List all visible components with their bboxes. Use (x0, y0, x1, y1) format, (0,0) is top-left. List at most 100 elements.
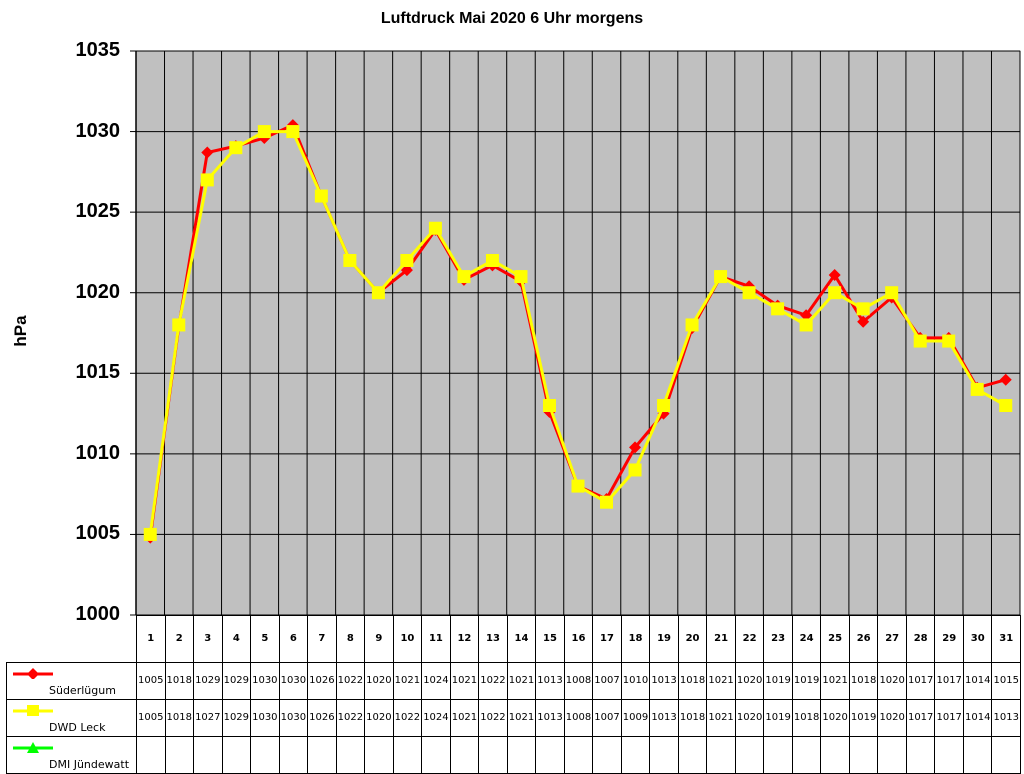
value-cell: 1022 (335, 661, 366, 700)
value-cell (449, 735, 480, 774)
value-cell (421, 735, 451, 774)
square-marker (172, 318, 186, 332)
square-marker (542, 399, 556, 413)
day-header: 26 (848, 615, 879, 663)
diamond-marker (629, 441, 642, 454)
legend-label: DMI Jündewatt (49, 757, 130, 771)
value-cell: 1013 (649, 661, 679, 700)
value-cell: 1008 (563, 698, 594, 737)
value-cell: 1021 (449, 698, 480, 737)
square-marker (229, 141, 243, 155)
value-cell: 1018 (848, 661, 879, 700)
value-cell: 1024 (421, 661, 451, 700)
value-cell: 1020 (820, 698, 850, 737)
value-cell (991, 735, 1021, 774)
day-header: 10 (392, 615, 423, 663)
square-marker (485, 253, 499, 267)
value-cell (164, 735, 195, 774)
value-cell (649, 735, 679, 774)
value-cell (478, 735, 508, 774)
square-marker (771, 302, 785, 316)
y-tick-label: 1025 (75, 200, 121, 223)
square-marker (799, 318, 813, 332)
value-cell (677, 735, 708, 774)
y-tick-label: 1000 (75, 603, 121, 625)
day-header: 11 (421, 615, 451, 663)
day-header: 7 (307, 615, 337, 663)
square-marker (913, 334, 927, 348)
value-cell (563, 735, 594, 774)
square-marker (999, 399, 1013, 413)
value-cell: 1029 (193, 661, 223, 700)
square-legend-icon (13, 704, 53, 716)
value-cell (905, 735, 936, 774)
day-header: 12 (449, 615, 480, 663)
day-header: 13 (478, 615, 508, 663)
value-cell (734, 735, 765, 774)
value-cell: 1021 (506, 661, 537, 700)
square-marker (143, 527, 157, 541)
value-cell: 1007 (592, 661, 622, 700)
day-header: 9 (364, 615, 394, 663)
value-cell: 1020 (364, 661, 394, 700)
value-cell (250, 735, 280, 774)
day-header: 5 (250, 615, 280, 663)
value-cell: 1026 (307, 698, 337, 737)
day-header: 3 (193, 615, 223, 663)
legend-entry: Süderlügum (6, 661, 137, 700)
value-cell: 1024 (421, 698, 451, 737)
value-cell: 1018 (677, 698, 708, 737)
value-cell (535, 735, 565, 774)
value-cell: 1013 (649, 698, 679, 737)
day-header: 21 (706, 615, 736, 663)
legend-entry: DMI Jündewatt (6, 735, 137, 774)
square-marker (628, 463, 642, 477)
square-marker (571, 479, 585, 493)
day-header: 2 (164, 615, 195, 663)
value-cell (506, 735, 537, 774)
diamond-legend-icon (13, 667, 53, 679)
diamond-marker (999, 373, 1012, 386)
value-cell: 1018 (164, 698, 195, 737)
day-header: 17 (592, 615, 622, 663)
value-cell: 1013 (991, 698, 1021, 737)
value-cell (848, 735, 879, 774)
value-cell (820, 735, 850, 774)
square-marker (600, 495, 614, 509)
value-cell (706, 735, 736, 774)
value-cell: 1008 (563, 661, 594, 700)
square-marker (286, 125, 300, 139)
square-marker (885, 286, 899, 300)
value-cell: 1020 (364, 698, 394, 737)
triangle-legend-icon (13, 741, 53, 753)
day-header: 6 (278, 615, 309, 663)
legend-label: Süderlügum (49, 683, 116, 697)
diamond-marker (828, 268, 841, 281)
value-cell: 1019 (791, 661, 822, 700)
square-marker (200, 173, 214, 187)
value-cell: 1014 (962, 661, 993, 700)
value-cell: 1017 (934, 661, 964, 700)
square-marker (685, 318, 699, 332)
value-cell: 1017 (905, 661, 936, 700)
day-header: 30 (962, 615, 993, 663)
diamond-marker (800, 309, 813, 322)
day-header: 15 (535, 615, 565, 663)
value-cell (934, 735, 964, 774)
day-header: 27 (877, 615, 907, 663)
value-cell: 1021 (449, 661, 480, 700)
y-tick-label: 1035 (75, 39, 121, 61)
chart-title: Luftdruck Mai 2020 6 Uhr morgens (380, 10, 644, 27)
day-header: 18 (620, 615, 651, 663)
day-header: 23 (763, 615, 793, 663)
value-cell (791, 735, 822, 774)
value-cell: 1017 (905, 698, 936, 737)
square-marker (942, 334, 956, 348)
y-tick-label: 1015 (75, 361, 121, 384)
data-table: 1 2 3 4 5 6 7 8 9 10 11 12 13 14 15 16 17 18 19 20 21 22 23 24 2… (6, 615, 1021, 774)
value-cell: 1029 (221, 698, 252, 737)
square-marker (343, 253, 357, 267)
y-tick-label: 1020 (75, 280, 121, 303)
value-cell: 1018 (791, 698, 822, 737)
